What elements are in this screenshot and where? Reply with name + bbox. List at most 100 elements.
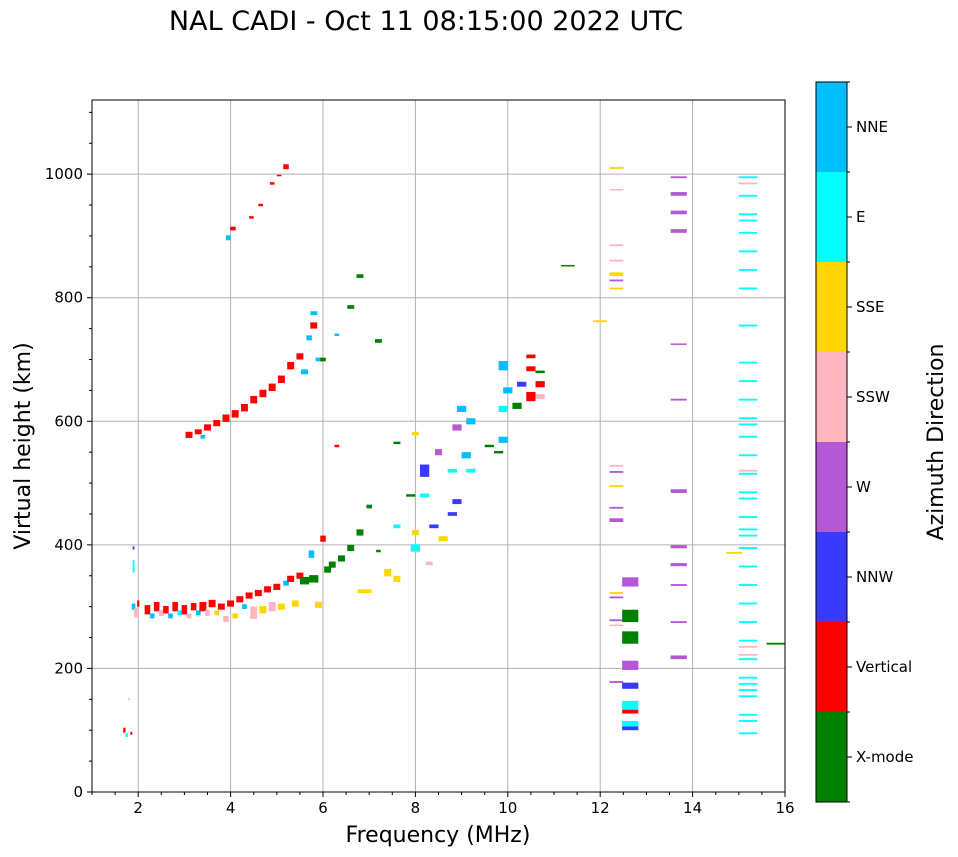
data-point-vertical (296, 353, 304, 360)
data-point-vertical (334, 444, 340, 448)
data-point-e (738, 528, 758, 531)
data-point-e (622, 720, 639, 728)
x-tick-label: 12 (591, 799, 610, 817)
data-point-vertical (250, 395, 258, 404)
plot-frame (91, 99, 786, 793)
data-point-sse (214, 610, 220, 616)
data-point-nne (503, 387, 513, 394)
data-point-w (670, 229, 687, 233)
data-point-e (738, 584, 758, 586)
colorbar-tick-label: NNW (856, 568, 893, 586)
data-point-w (435, 449, 442, 456)
data-point-e (738, 732, 758, 735)
data-point-nne (195, 610, 201, 616)
data-point-nne (498, 436, 508, 443)
data-point-vertical (273, 583, 281, 590)
data-point-x-mode (560, 264, 575, 267)
data-point-sse (393, 575, 401, 582)
data-point-vertical (144, 605, 151, 615)
data-point-ssw (609, 244, 624, 247)
data-point-e (738, 435, 758, 438)
data-point-nne (168, 613, 173, 619)
data-point-vertical (269, 182, 275, 185)
data-point-e (738, 250, 758, 253)
data-point-e (622, 700, 639, 711)
data-point-e (738, 398, 758, 401)
data-point-x-mode (622, 631, 639, 644)
data-point-x-mode (347, 305, 355, 309)
data-point-e (447, 468, 457, 473)
data-point-vertical (622, 709, 639, 714)
data-point-x-mode (512, 402, 522, 409)
data-point-vertical (249, 216, 254, 219)
data-point-x-mode (309, 575, 319, 583)
axes: 2 4 6 8 10 12 14 16 0 200 400 600 800 1000 (45, 111, 795, 817)
data-point-nnw (447, 512, 457, 516)
data-point-e (393, 524, 401, 529)
data-point-w (670, 584, 687, 586)
data-point-nnw (622, 726, 639, 731)
data-point-e (738, 602, 758, 605)
data-point-w (670, 176, 687, 179)
data-point-x-mode (320, 357, 326, 362)
data-point-ssw (535, 394, 545, 400)
data-point-e (738, 491, 758, 494)
data-point-ssw (609, 188, 624, 191)
data-point-e (132, 560, 135, 573)
data-point-vertical (287, 575, 295, 582)
data-point-vertical (231, 410, 239, 418)
data-point-sse (593, 320, 608, 323)
data-point-w (670, 343, 687, 345)
x-axis-label: Frequency (MHz) (346, 823, 531, 848)
data-point-e (738, 695, 758, 698)
data-point-vertical (172, 602, 178, 612)
data-point-vertical (296, 572, 304, 579)
data-point-e (738, 219, 758, 222)
data-point-e (738, 713, 758, 716)
data-point-vertical (217, 603, 225, 610)
colorbar-swatch-vertical (816, 622, 847, 712)
data-point-nne (466, 418, 476, 425)
data-point-nnw (622, 682, 639, 689)
data-point-e (738, 497, 758, 500)
data-point-w (609, 518, 624, 522)
x-tick-label: 4 (226, 799, 236, 817)
data-point-w (670, 563, 687, 567)
data-point-vertical (204, 424, 211, 431)
y-tick-label: 200 (54, 659, 83, 677)
data-point-vertical (320, 535, 326, 542)
y-tick-label: 0 (73, 783, 83, 801)
data-point-nne (456, 405, 467, 413)
data-point-w (670, 398, 687, 401)
data-point-w (609, 506, 624, 509)
data-point-vertical (283, 164, 289, 170)
data-point-nne (301, 369, 308, 375)
data-point-e (738, 287, 758, 290)
data-point-x-mode (493, 450, 504, 454)
y-tick-label: 600 (54, 412, 83, 430)
data-point-nne (225, 235, 231, 241)
data-point-nne (149, 613, 155, 619)
data-point-x-mode (328, 561, 336, 568)
data-point-x-mode (356, 529, 364, 536)
data-point-w (609, 619, 624, 622)
data-point-ssw (205, 609, 210, 616)
colorbar-swatch-nne (816, 82, 847, 172)
data-point-ssw (738, 182, 758, 185)
data-point-sse (609, 287, 624, 290)
colorbar-frame (815, 81, 848, 803)
data-point-nne (461, 452, 471, 459)
data-point-vertical (535, 381, 545, 388)
data-point-e (738, 423, 758, 426)
data-point-vertical (227, 600, 235, 607)
data-point-e (738, 454, 758, 457)
data-point-e (738, 639, 758, 642)
data-point-e (498, 405, 508, 413)
data-point-sse (411, 431, 419, 436)
colorbar-tick-label: E (856, 208, 865, 226)
data-point-e (738, 621, 758, 624)
data-point-e (738, 689, 758, 691)
data-point-vertical (258, 203, 263, 207)
data-points (123, 164, 785, 738)
